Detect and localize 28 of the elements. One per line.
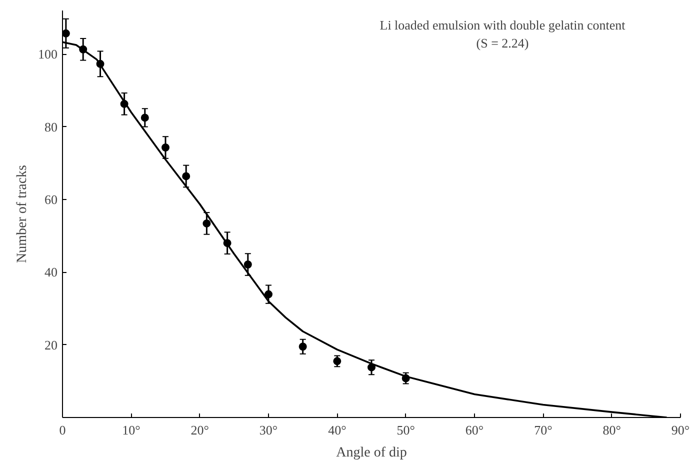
y-tick-label: 40 — [44, 264, 58, 280]
point — [333, 357, 342, 366]
y-tick-label: 100 — [38, 46, 58, 62]
point — [264, 290, 272, 298]
x-axis-title: Angle of dip — [336, 446, 407, 460]
x-tick-label: 20° — [190, 422, 209, 438]
y-tick-label: 60 — [44, 192, 58, 207]
x-tick-label: 70° — [534, 422, 552, 438]
point — [182, 172, 190, 180]
y-tick-label: 80 — [44, 119, 58, 134]
annotation: (S = 2.24) — [476, 36, 529, 50]
y-tick-label: 20 — [44, 337, 58, 352]
annotation: Li loaded emulsion with double gelatin content — [380, 18, 626, 32]
x-tick-label: 30° — [259, 422, 278, 438]
x-tick-label: 40° — [328, 422, 346, 438]
y-axis-title: Number of tracks — [15, 165, 30, 263]
x-tick-label: 50° — [396, 422, 415, 438]
point — [162, 144, 170, 152]
x-tick-label: 90° — [671, 422, 690, 438]
point — [202, 219, 211, 228]
x-tick-label: 60° — [465, 422, 484, 438]
point — [140, 114, 149, 122]
x-tick-label: 10° — [122, 422, 140, 438]
x-tick-label: 80° — [602, 422, 621, 438]
point — [244, 260, 252, 269]
x-tick-label: 0 — [59, 422, 66, 438]
point — [62, 29, 70, 38]
point — [298, 342, 307, 351]
